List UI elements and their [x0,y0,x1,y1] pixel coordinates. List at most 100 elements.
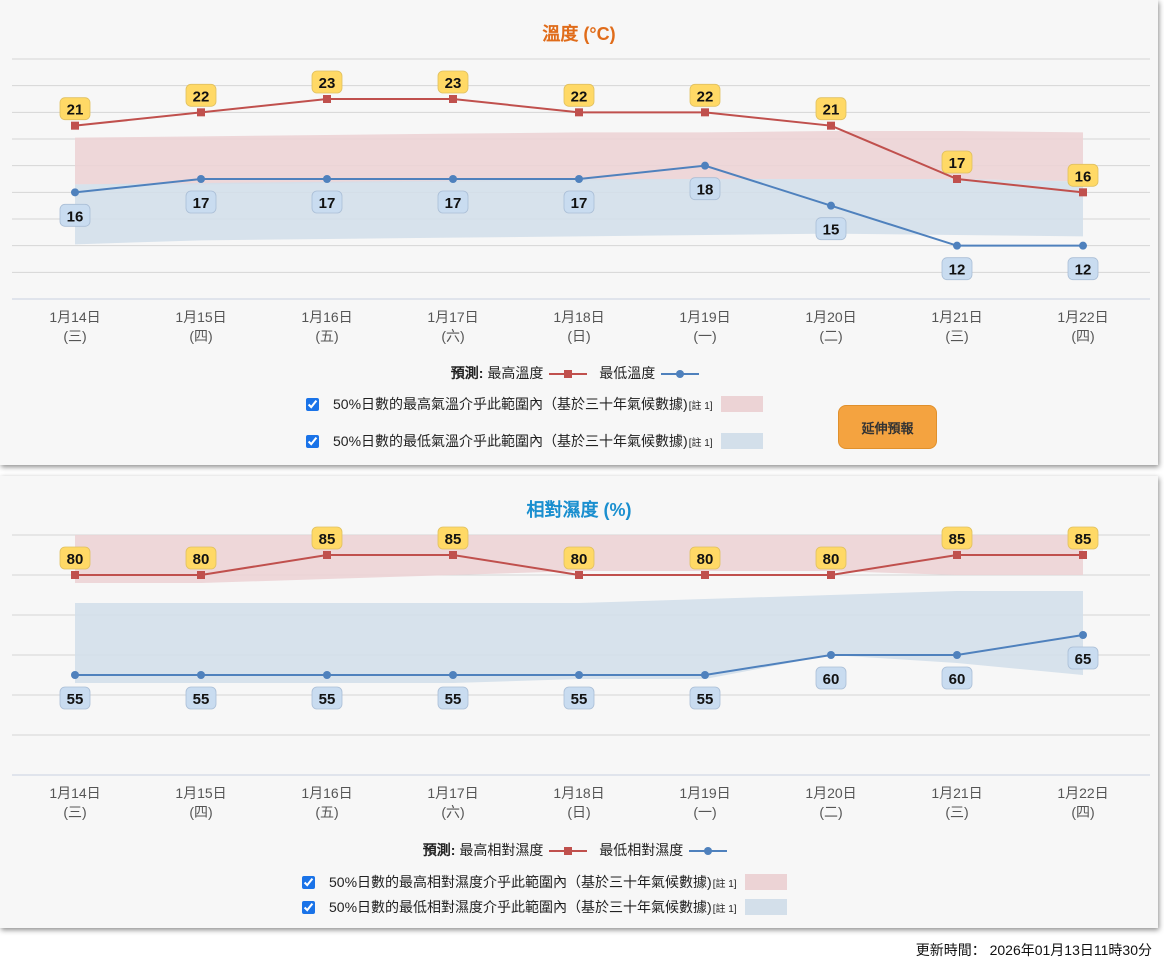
data-label: 15 [823,222,840,239]
data-label-box [941,526,973,550]
data-point [701,571,709,579]
data-label: 12 [949,262,966,279]
data-label-box [311,190,343,214]
x-tick-sublabel: (四) [1071,328,1094,344]
data-point [1079,241,1087,250]
data-label-box [185,546,217,570]
data-label: 80 [571,551,588,568]
min-line-swatch-icon [689,845,728,857]
data-label: 85 [319,531,336,548]
x-tick-label: 1月20日 [805,785,856,801]
data-point [827,201,835,210]
pink-band-swatch-icon [720,396,763,412]
note-link[interactable]: [註 1] [712,878,737,890]
note-link[interactable]: [註 1] [712,903,737,915]
data-label: 85 [445,531,462,548]
temp-band-max-toggle[interactable]: 50%日數的最高氣溫介乎此範圍內（基於三十年氣候數據) [註 1] [306,394,763,414]
data-label-box [437,526,469,550]
data-point [323,95,331,103]
data-label: 21 [823,102,840,119]
data-label: 65 [1075,651,1092,668]
data-label: 85 [949,531,966,548]
data-label: 22 [193,88,210,105]
legend-prefix: 預測: [450,365,484,381]
x-tick-label: 1月21日 [931,785,982,801]
x-tick-sublabel: (五) [315,804,338,820]
data-point [197,671,205,679]
data-label: 55 [67,691,84,708]
data-point [827,651,835,659]
data-point [449,551,457,559]
max-line-swatch-icon [549,368,588,380]
data-label-box [437,686,469,710]
data-point [323,551,331,559]
data-label: 23 [319,75,336,92]
data-point [701,671,709,679]
data-label: 16 [1075,168,1092,185]
data-point [1079,551,1087,559]
data-label: 22 [697,88,714,105]
humidity-legend: 預測: 最高相對濕度 最低相對濕度 [0,840,1158,860]
data-label-box [311,70,343,94]
legend-prefix: 預測: [422,842,456,858]
data-point [197,108,205,117]
data-label-box [563,546,595,570]
x-tick-label: 1月22日 [1057,309,1108,325]
data-point [449,95,457,103]
max-line-swatch-icon [549,845,588,857]
rh-band-max-toggle[interactable]: 50%日數的最高相對濕度介乎此範圍內（基於三十年氣候數據) [註 1] [302,872,787,892]
legend-max-label: 最高溫度 [487,365,544,381]
data-point [953,241,961,250]
data-label: 16 [67,208,84,225]
data-label: 80 [193,551,210,568]
data-label-box [1067,646,1099,670]
x-tick-sublabel: (一) [693,328,716,344]
climate-band-1 [75,591,1083,683]
extended-forecast-button[interactable]: 延伸預報 [838,405,937,449]
data-label: 18 [697,182,714,199]
data-point [1079,631,1087,639]
data-label-box [59,203,91,227]
data-label-box [185,190,217,214]
data-label: 85 [1075,531,1092,548]
data-label: 17 [319,195,336,212]
data-label: 55 [697,691,714,708]
x-tick-label: 1月17日 [427,785,478,801]
data-label-box [59,97,91,121]
data-label-box [815,666,847,690]
update-time: 更新時間： 2026年01月13日11時30分 [915,942,1152,958]
data-label-box [689,546,721,570]
note-link[interactable]: [註 1] [688,437,713,449]
rh-band-min-toggle[interactable]: 50%日數的最低相對濕度介乎此範圍內（基於三十年氣候數據) [註 1] [302,897,787,917]
rh-band-max-checkbox[interactable] [302,875,315,889]
data-label: 55 [445,691,462,708]
data-label-box [689,83,721,107]
x-tick-sublabel: (三) [945,328,968,344]
data-point [953,551,961,559]
data-point [953,651,961,659]
x-tick-sublabel: (三) [945,804,968,820]
data-label: 80 [823,551,840,568]
x-tick-label: 1月15日 [175,785,226,801]
legend-max-label: 最高相對濕度 [459,842,544,858]
note-link[interactable]: [註 1] [688,400,713,412]
data-label-box [941,150,973,174]
data-label-box [689,177,721,201]
temp-band-max-checkbox[interactable] [306,397,319,411]
rh-band-min-checkbox[interactable] [302,900,315,914]
x-tick-label: 1月19日 [679,785,730,801]
data-label: 17 [445,195,462,212]
temp-band-min-toggle[interactable]: 50%日數的最低氣溫介乎此範圍內（基於三十年氣候數據) [註 1] [306,431,763,451]
temp-band-min-label: 50%日數的最低氣溫介乎此範圍內（基於三十年氣候數據) [333,433,688,449]
x-tick-sublabel: (四) [1071,804,1094,820]
data-label-box [1067,163,1099,187]
data-point [827,121,835,130]
temp-band-min-checkbox[interactable] [306,434,319,448]
x-tick-sublabel: (四) [189,328,212,344]
x-tick-label: 1月15日 [175,309,226,325]
data-point [197,175,205,183]
x-tick-sublabel: (三) [63,328,86,344]
data-point [827,571,835,579]
data-label: 80 [67,551,84,568]
data-point [323,175,331,183]
